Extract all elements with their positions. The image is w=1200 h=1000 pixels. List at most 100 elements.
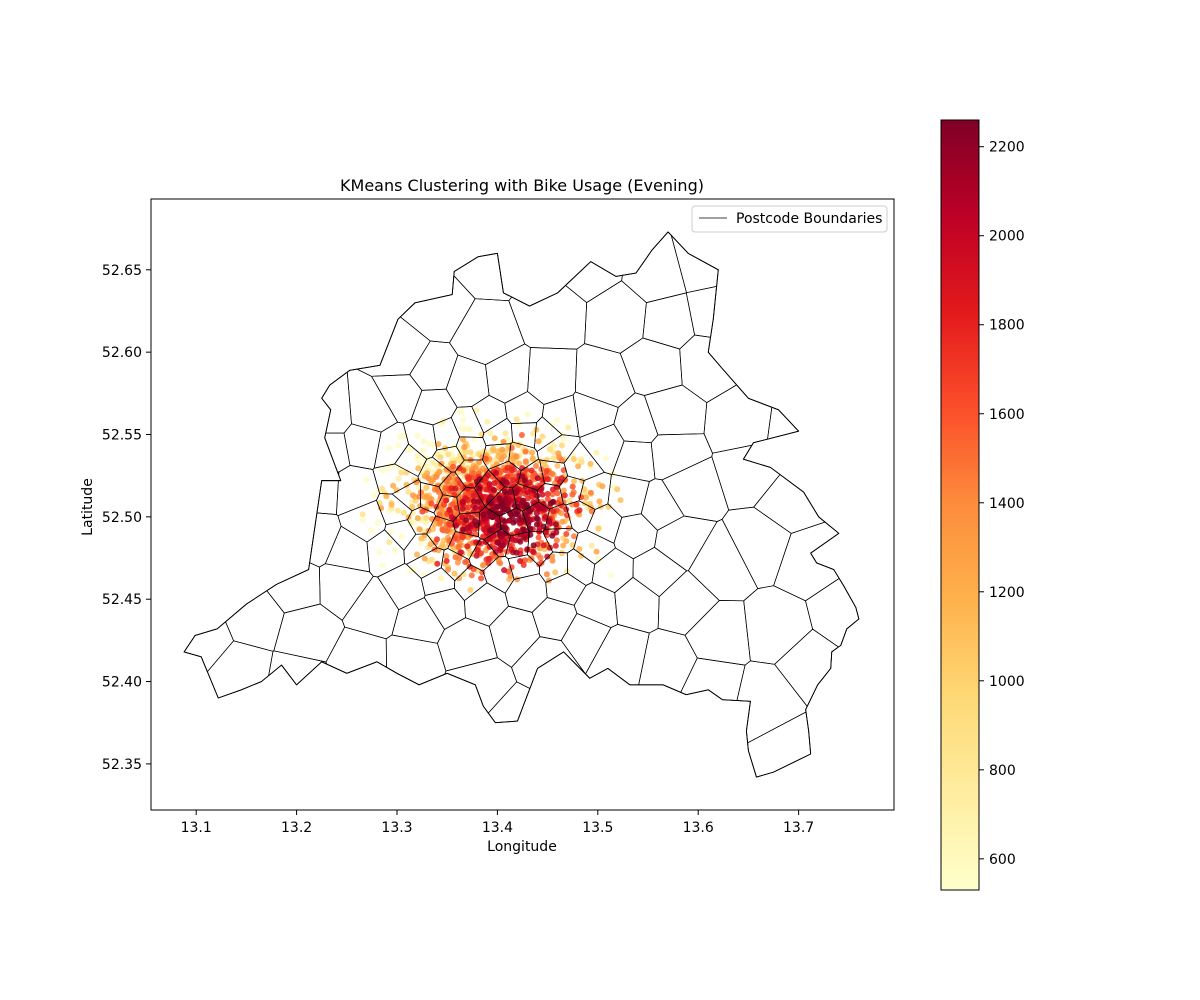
station-point (374, 519, 381, 526)
station-point (501, 488, 508, 495)
y-tick-label: 52.35 (102, 757, 142, 773)
y-tick-label: 52.60 (102, 345, 142, 361)
station-point (443, 497, 450, 504)
postcode-boundary (432, 417, 460, 451)
postcode-boundary (420, 482, 444, 514)
colorbar-tick-label: 1800 (989, 318, 1025, 334)
station-point (409, 510, 416, 516)
station-point (459, 498, 466, 505)
station-point (454, 443, 461, 450)
station-point (530, 487, 537, 494)
station-point (444, 527, 450, 534)
colorbar-tick-label: 800 (989, 763, 1016, 779)
station-point (486, 481, 493, 488)
station-point (524, 546, 531, 553)
station-point (614, 486, 621, 493)
station-point (565, 424, 572, 431)
station-point (454, 456, 461, 463)
station-point (416, 526, 423, 533)
station-point (458, 408, 465, 415)
station-point (467, 449, 474, 456)
colorbar-tick-label: 2000 (989, 229, 1025, 245)
x-tick-label: 13.3 (381, 820, 412, 836)
station-point (445, 492, 452, 499)
station-point (505, 500, 512, 507)
station-point (543, 468, 550, 474)
station-point (474, 499, 481, 505)
x-tick-label: 13.2 (281, 820, 312, 836)
station-point (539, 433, 546, 440)
station-point (438, 575, 444, 582)
station-point (446, 506, 453, 513)
station-point (423, 485, 429, 492)
station-point (487, 527, 493, 534)
station-point (510, 519, 517, 526)
station-point (466, 426, 473, 433)
station-point (439, 526, 446, 533)
station-point (393, 487, 400, 494)
station-point (544, 496, 551, 502)
station-point (379, 467, 386, 474)
station-point (528, 467, 535, 474)
station-point (484, 418, 491, 425)
station-point (467, 563, 473, 570)
station-point (489, 514, 496, 521)
colorbar-tick-label: 600 (989, 852, 1016, 868)
station-point (546, 446, 553, 453)
station-point (368, 527, 375, 534)
station-point (418, 489, 424, 496)
station-point (576, 546, 583, 552)
station-point (459, 534, 466, 541)
station-point (520, 562, 527, 568)
station-point (571, 533, 577, 540)
station-point (485, 555, 492, 562)
station-point (552, 542, 559, 549)
station-point (425, 441, 432, 447)
station-point (462, 559, 469, 566)
station-point (508, 445, 515, 452)
station-point (558, 550, 565, 556)
station-point (496, 529, 503, 536)
legend: Postcode Boundaries (691, 205, 888, 233)
station-point (423, 493, 430, 500)
station-point (501, 518, 508, 525)
postcode-boundary (560, 613, 612, 675)
station-point (563, 538, 570, 545)
station-point (498, 456, 505, 463)
station-point (514, 576, 521, 583)
station-point (535, 534, 542, 541)
x-tick-label: 13.6 (683, 820, 714, 836)
station-point (521, 534, 528, 541)
postcode-boundary (539, 459, 569, 487)
station-point (563, 531, 570, 537)
station-point (544, 476, 551, 483)
station-point (400, 509, 407, 516)
station-point (536, 528, 543, 534)
station-point (484, 472, 491, 479)
station-point (544, 553, 551, 560)
legend-box (691, 205, 888, 233)
station-point (516, 460, 523, 467)
station-point (443, 553, 450, 560)
postcode-boundary (544, 503, 573, 530)
station-point (491, 480, 498, 487)
station-point (436, 469, 443, 475)
station-point (409, 504, 416, 510)
station-point (443, 558, 450, 564)
station-point (549, 557, 556, 564)
station-point (569, 483, 576, 490)
station-point (509, 476, 516, 483)
station-point (547, 544, 553, 551)
station-point (549, 532, 556, 539)
station-point (480, 526, 487, 532)
station-point (496, 495, 503, 502)
station-point (471, 492, 477, 499)
station-point (518, 432, 525, 438)
y-axis-ticks: 52.35 52.40 52.45 52.50 52.55 52.60 52.65 (102, 263, 151, 773)
x-tick-label: 13.4 (482, 820, 513, 836)
postcode-boundary (659, 231, 859, 294)
station-point (491, 435, 498, 442)
station-point (434, 486, 441, 493)
station-point (517, 558, 524, 564)
station-point (595, 525, 602, 532)
